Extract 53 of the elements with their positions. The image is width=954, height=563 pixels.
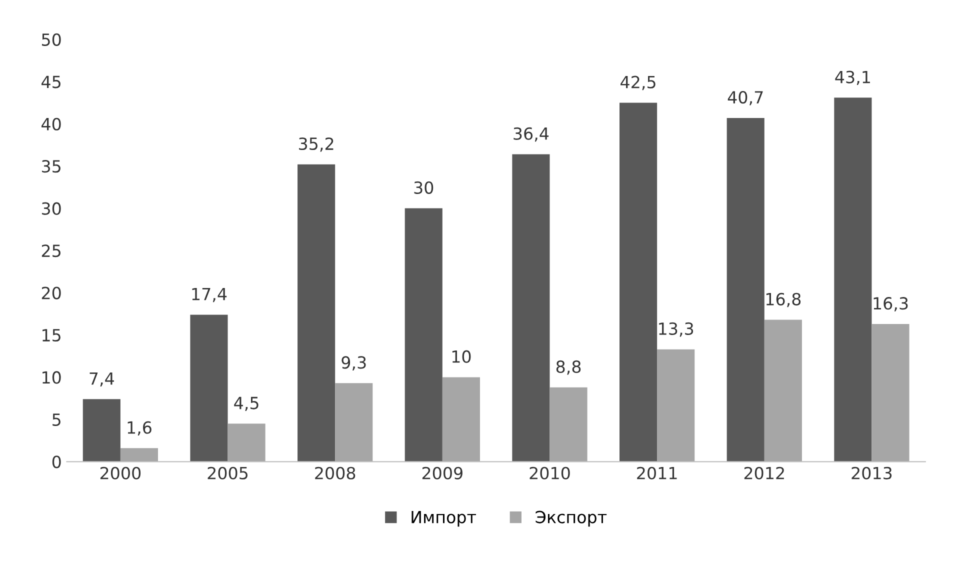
data-label: 7,4 (90, 372, 114, 387)
data-label: 16,3 (874, 297, 908, 312)
data-label: 8,8 (556, 360, 581, 375)
bar (872, 324, 910, 462)
x-tick-label: 2008 (315, 466, 356, 480)
data-label: 36,4 (514, 127, 549, 142)
bar (512, 154, 550, 462)
bar (120, 448, 158, 462)
bar (442, 377, 480, 462)
data-label: 40,7 (728, 91, 763, 106)
data-label: 9,3 (342, 356, 366, 370)
y-tick-label: 15 (42, 329, 60, 342)
y-tick-label: 25 (42, 244, 60, 258)
data-label: 1,6 (128, 421, 152, 436)
data-label: 4,5 (234, 396, 258, 412)
bar (190, 314, 228, 462)
data-label: 16,8 (766, 292, 801, 308)
data-label: 43,1 (835, 70, 870, 86)
bar (764, 320, 802, 462)
bar (228, 424, 266, 462)
x-tick-label: 2010 (530, 466, 570, 480)
x-tick-label: 2012 (744, 466, 784, 480)
y-tick-label: 0 (52, 456, 61, 468)
bar (82, 399, 120, 462)
bar (657, 349, 695, 462)
data-label: 42,5 (620, 76, 656, 90)
x-tick-label: 2009 (422, 466, 462, 480)
y-tick-label: 50 (42, 33, 61, 46)
y-tick-label: 30 (42, 202, 61, 215)
bar (298, 164, 336, 462)
bar (335, 383, 373, 462)
legend-label: Импорт (412, 510, 476, 527)
data-label: 13,3 (659, 322, 694, 337)
y-tick-label: 10 (42, 371, 61, 384)
y-tick-label: 45 (42, 76, 60, 88)
bar (726, 118, 764, 462)
x-tick-label: 2000 (100, 466, 141, 480)
bar (550, 387, 588, 462)
y-tick-label: 5 (52, 414, 60, 426)
legend-label: Экспорт (536, 510, 607, 527)
data-label: 35,2 (299, 137, 334, 152)
bar (834, 98, 872, 462)
x-tick-label: 2013 (852, 466, 892, 480)
x-tick-label: 2011 (637, 466, 677, 480)
data-label: 30 (414, 181, 434, 194)
data-label: 10 (452, 350, 471, 363)
bar (620, 102, 658, 462)
y-tick-label: 40 (42, 118, 61, 130)
bar (404, 208, 442, 462)
x-tick-label: 2005 (208, 466, 248, 480)
y-tick-label: 35 (42, 160, 60, 173)
y-tick-label: 20 (42, 286, 61, 300)
data-label: 17,4 (192, 288, 227, 302)
